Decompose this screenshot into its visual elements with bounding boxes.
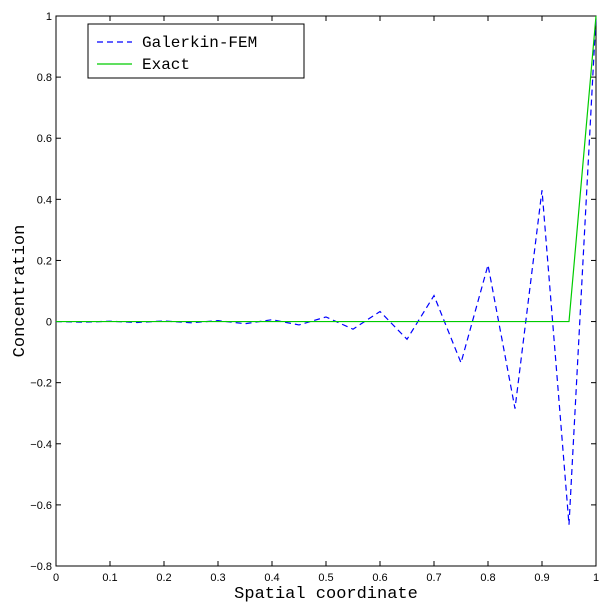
- y-tick-label: 0: [46, 317, 52, 329]
- x-tick-label: 0.3: [210, 572, 225, 584]
- y-tick-label: 0.6: [37, 133, 52, 145]
- legend-box: [87, 23, 305, 79]
- y-tick-label: 1: [46, 11, 52, 23]
- x-tick-label: 0.8: [480, 572, 495, 584]
- x-tick-label: 0.9: [534, 572, 549, 584]
- y-tick-label: 0.8: [37, 72, 52, 84]
- y-tick-label: −0.6: [30, 500, 52, 512]
- x-tick-label: 0.1: [102, 572, 117, 584]
- x-axis-title: Spatial coordinate: [234, 585, 418, 604]
- x-tick-label: 0.2: [156, 572, 171, 584]
- series-lines: [55, 15, 597, 525]
- x-tick-label: 1: [593, 572, 599, 584]
- y-axis-title: Concentration: [11, 225, 30, 358]
- y-tick-label: −0.2: [30, 378, 52, 390]
- legend-label-galerkin: Galerkin-FEM: [142, 34, 257, 52]
- series-line-galerkin-fem: [55, 15, 597, 525]
- x-tick-label: 0.5: [318, 572, 333, 584]
- y-tick-label: 0.4: [37, 194, 52, 206]
- y-tick-label: −0.8: [30, 561, 52, 573]
- x-tick-label: 0.6: [372, 572, 387, 584]
- y-tick-label: −0.4: [30, 439, 52, 451]
- x-tick-label: 0: [53, 572, 59, 584]
- legend: Galerkin-FEM Exact: [87, 23, 305, 79]
- y-tick-label: 0.2: [37, 255, 52, 267]
- plot-area: [55, 15, 597, 567]
- series-line-exact: [56, 15, 597, 323]
- x-tick-label: 0.4: [264, 572, 279, 584]
- x-tick-label: 0.7: [426, 572, 441, 584]
- axis-ticks: 0 0.1 0.2 0.3 0.4 0.5 0.6 0.7 0.8 0.9 1 −0.8 −0.6 −0.…: [30, 11, 599, 584]
- legend-label-exact: Exact: [142, 56, 190, 74]
